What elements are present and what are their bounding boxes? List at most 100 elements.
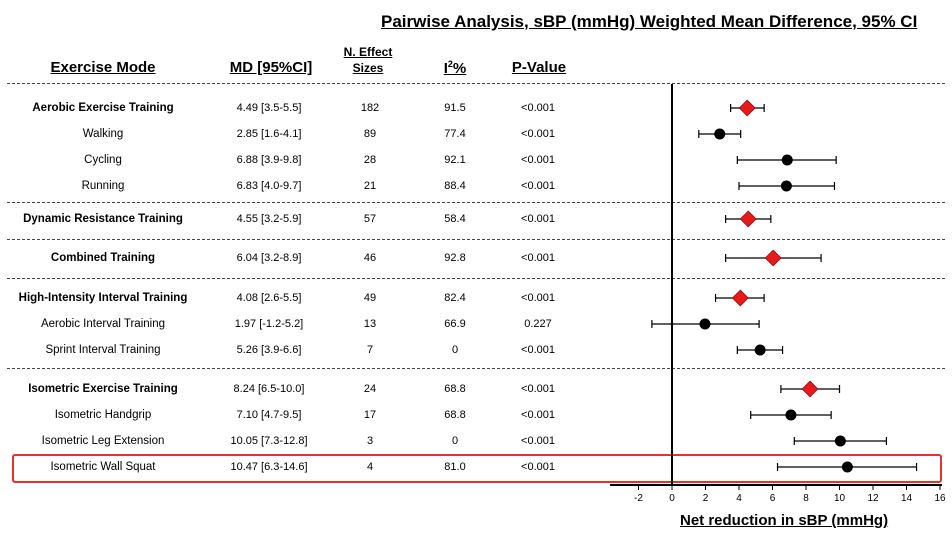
cell-n: 3 xyxy=(366,435,374,447)
header-n-line1: N. Effect xyxy=(343,45,393,59)
subgroup-circle-point xyxy=(754,344,766,356)
cell-md: 4.08 [2.6-5.5] xyxy=(236,292,302,304)
cell-p: <0.001 xyxy=(521,292,555,304)
x-tick-label: 8 xyxy=(803,493,809,504)
cell-p: <0.001 xyxy=(521,435,555,447)
cell-p: <0.001 xyxy=(521,409,555,421)
cell-n: 57 xyxy=(363,213,377,225)
cell-i2: 82.4 xyxy=(444,292,466,304)
cell-mode: Sprint Interval Training xyxy=(45,344,161,356)
cell-p: <0.001 xyxy=(521,154,555,166)
cell-mode: Isometric Wall Squat xyxy=(50,461,156,473)
cell-mode: Isometric Exercise Training xyxy=(28,383,178,395)
subgroup-circle-point xyxy=(841,461,853,473)
cell-mode: Aerobic Exercise Training xyxy=(32,102,174,114)
cell-mode: Combined Training xyxy=(50,252,156,264)
cell-n: 89 xyxy=(363,128,377,140)
highlight-box xyxy=(12,454,942,483)
header-exercise-mode: Exercise Mode xyxy=(50,59,156,76)
cell-md: 6.88 [3.9-9.8] xyxy=(236,154,302,166)
cell-mode: Isometric Leg Extension xyxy=(41,435,165,447)
cell-i2: 58.4 xyxy=(444,213,466,225)
cell-n: 46 xyxy=(363,252,377,264)
subgroup-circle-point xyxy=(780,180,792,192)
cell-i2: 68.8 xyxy=(444,383,466,395)
cell-md: 10.47 [6.3-14.6] xyxy=(230,461,308,473)
cell-n: 24 xyxy=(363,383,377,395)
header-i2-base: I xyxy=(443,60,448,77)
cell-md: 10.05 [7.3-12.8] xyxy=(230,435,308,447)
cell-mode: Aerobic Interval Training xyxy=(40,318,166,330)
cell-md: 6.83 [4.0-9.7] xyxy=(236,180,302,192)
cell-mode: Cycling xyxy=(84,154,122,166)
header-n-line2: Sizes xyxy=(352,61,384,75)
pooled-diamond-point xyxy=(731,289,749,307)
cell-p: 0.227 xyxy=(524,318,552,330)
x-tick-label: 6 xyxy=(770,493,776,504)
subgroup-circle-point xyxy=(714,128,726,140)
cell-p: <0.001 xyxy=(521,102,555,114)
divider-header xyxy=(7,83,945,84)
header-i2: I2% xyxy=(444,59,467,77)
cell-i2: 66.9 xyxy=(444,318,466,330)
x-tick-label: 10 xyxy=(834,493,846,504)
cell-md: 2.85 [1.6-4.1] xyxy=(236,128,302,140)
header-md: MD [95%CI] xyxy=(229,59,313,76)
cell-n: 21 xyxy=(363,180,377,192)
cell-i2: 92.8 xyxy=(444,252,466,264)
cell-p: <0.001 xyxy=(521,128,555,140)
cell-i2: 91.5 xyxy=(444,102,466,114)
cell-mode: Isometric Handgrip xyxy=(54,409,152,421)
subgroup-circle-point xyxy=(699,318,711,330)
cell-i2: 81.0 xyxy=(444,461,466,473)
x-tick-label: 14 xyxy=(901,493,913,504)
chart-title: Pairwise Analysis, sBP (mmHg) Weighted M… xyxy=(381,12,918,31)
cell-n: 28 xyxy=(363,154,377,166)
divider-aerobic xyxy=(7,202,945,203)
cell-i2: 88.4 xyxy=(444,180,466,192)
cell-p: <0.001 xyxy=(521,383,555,395)
x-tick-label: 2 xyxy=(703,493,709,504)
cell-i2: 92.1 xyxy=(444,154,466,166)
cell-md: 8.24 [6.5-10.0] xyxy=(233,383,305,395)
cell-mode: Dynamic Resistance Training xyxy=(23,213,183,225)
cell-n: 4 xyxy=(366,461,374,473)
x-tick-label: 16 xyxy=(934,493,946,504)
pooled-diamond-point xyxy=(738,99,756,117)
cell-md: 7.10 [4.7-9.5] xyxy=(236,409,302,421)
cell-md: 4.49 [3.5-5.5] xyxy=(236,102,302,114)
cell-i2: 0 xyxy=(451,344,459,356)
cell-mode: Walking xyxy=(82,128,124,140)
divider-resistance xyxy=(7,239,945,240)
pooled-diamond-point xyxy=(764,249,782,267)
x-axis-label: Net reduction in sBP (mmHg) xyxy=(680,512,889,529)
cell-n: 182 xyxy=(360,102,380,114)
cell-p: <0.001 xyxy=(521,461,555,473)
pooled-diamond-point xyxy=(739,210,757,228)
x-tick-label: 4 xyxy=(736,493,742,504)
cell-md: 5.26 [3.9-6.6] xyxy=(236,344,302,356)
header-i2-sup: 2 xyxy=(447,59,453,69)
header-i2-pct: % xyxy=(452,60,467,77)
cell-n: 13 xyxy=(363,318,377,330)
subgroup-circle-point xyxy=(834,435,846,447)
cell-mode: High-Intensity Interval Training xyxy=(18,292,188,304)
x-tick-label: 12 xyxy=(867,493,879,504)
subgroup-circle-point xyxy=(781,154,793,166)
divider-hiit xyxy=(7,368,945,369)
cell-md: 6.04 [3.2-8.9] xyxy=(236,252,302,264)
x-tick-label: -2 xyxy=(634,493,643,504)
cell-md: 1.97 [-1.2-5.2] xyxy=(234,318,304,330)
cell-p: <0.001 xyxy=(521,252,555,264)
cell-mode: Running xyxy=(81,180,125,192)
cell-md: 4.55 [3.2-5.9] xyxy=(236,213,302,225)
cell-n: 49 xyxy=(363,292,377,304)
cell-p: <0.001 xyxy=(521,180,555,192)
cell-i2: 68.8 xyxy=(444,409,466,421)
cell-i2: 77.4 xyxy=(444,128,466,140)
divider-combined xyxy=(7,278,945,279)
pooled-diamond-point xyxy=(801,380,819,398)
subgroup-circle-point xyxy=(785,409,797,421)
cell-p: <0.001 xyxy=(521,344,555,356)
